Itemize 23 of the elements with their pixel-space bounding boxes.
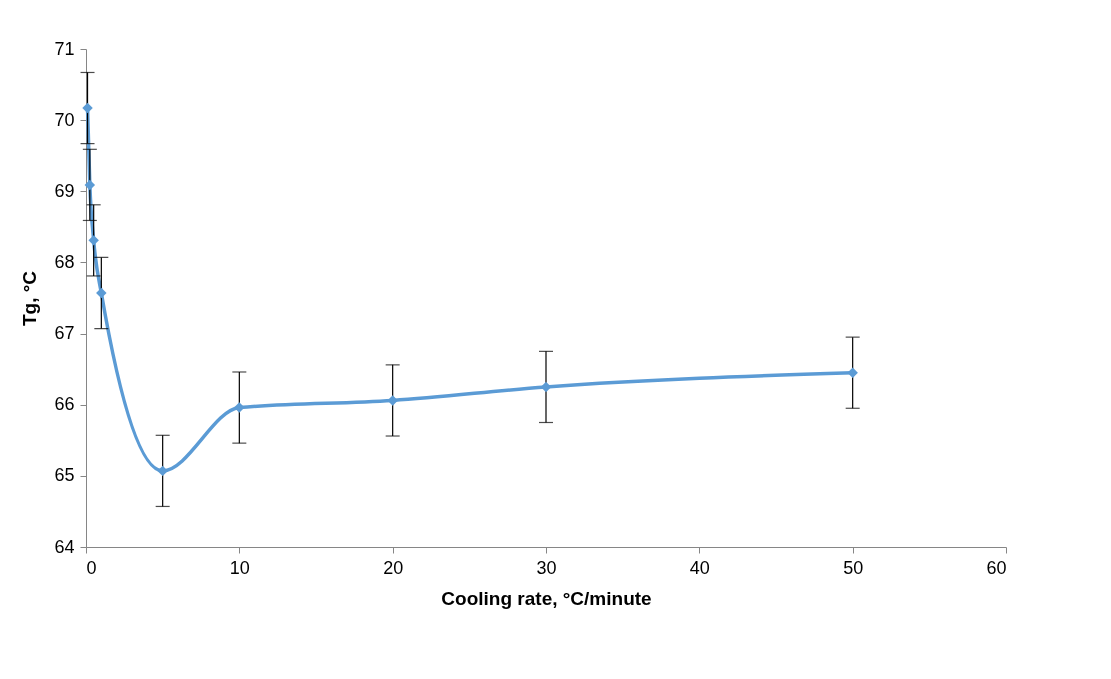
point <box>88 235 99 246</box>
x-axis-title: Cooling rate, °C/minute <box>441 587 652 609</box>
x-tick-label: 60 <box>986 557 1007 578</box>
y-tick-label: 71 <box>54 38 75 59</box>
point <box>96 287 107 299</box>
point <box>157 465 168 477</box>
x-tick-label: 30 <box>536 557 557 578</box>
x-tick-label: 50 <box>843 557 864 578</box>
y-tick-label: 66 <box>54 394 75 415</box>
y-tick-label: 70 <box>54 109 75 130</box>
y-tick-label: 68 <box>54 251 75 272</box>
y-tick-label: 69 <box>54 180 75 201</box>
y-axis-title: Tg, °C <box>19 270 41 327</box>
x-tick-label: 20 <box>383 557 404 578</box>
y-tick-label: 65 <box>54 465 75 486</box>
point <box>82 102 93 114</box>
point <box>84 179 96 191</box>
y-tick-label: 67 <box>54 323 75 344</box>
x-tick-label: 40 <box>689 557 710 578</box>
x-tick-label: 0 <box>86 557 97 578</box>
y-tick-label: 64 <box>54 536 75 557</box>
point <box>847 367 858 378</box>
x-tick-label: 10 <box>229 557 250 578</box>
